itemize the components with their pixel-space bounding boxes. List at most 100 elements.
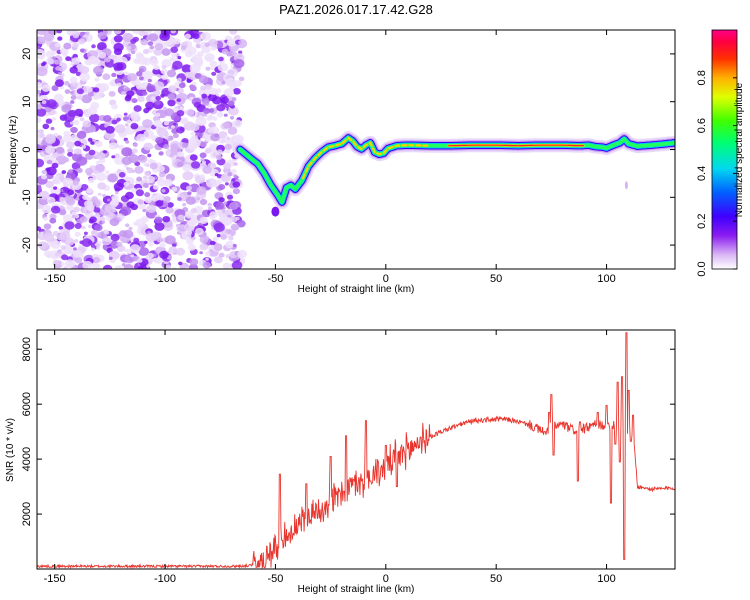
noise-blob xyxy=(71,214,77,219)
noise-blob xyxy=(88,177,95,184)
noise-blob xyxy=(142,119,153,128)
noise-blob xyxy=(138,76,144,81)
noise-blob xyxy=(161,48,171,56)
noise-blob xyxy=(73,239,79,243)
noise-blob xyxy=(209,87,218,95)
noise-blob xyxy=(122,32,134,43)
noise-blob xyxy=(196,197,201,201)
noise-blob xyxy=(94,77,100,82)
x-tick-label: 100 xyxy=(597,273,615,285)
noise-blob xyxy=(45,118,53,124)
noise-blob xyxy=(123,229,134,239)
noise-blob xyxy=(87,91,94,97)
noise-blob xyxy=(116,117,121,122)
noise-blob xyxy=(149,162,158,170)
ridge-dip-blob xyxy=(271,206,280,217)
noise-blob xyxy=(50,126,55,131)
noise-blob xyxy=(186,46,197,56)
noise-blob xyxy=(69,66,78,74)
noise-blob xyxy=(189,63,201,73)
noise-blob xyxy=(120,206,132,216)
x-tick-label: -150 xyxy=(44,273,66,285)
noise-blob xyxy=(53,132,59,137)
noise-blob xyxy=(130,254,135,258)
noise-blob xyxy=(142,49,150,55)
noise-blob xyxy=(53,186,58,190)
noise-blob xyxy=(45,180,54,189)
noise-blob xyxy=(74,257,83,264)
noise-blob xyxy=(177,197,182,201)
noise-blob xyxy=(161,189,166,193)
noise-blob xyxy=(200,157,205,162)
noise-blob xyxy=(154,43,164,51)
noise-blob xyxy=(96,152,106,160)
noise-blob xyxy=(79,48,85,53)
noise-blob xyxy=(146,175,155,184)
noise-blob xyxy=(171,213,176,217)
noise-blob xyxy=(146,204,157,213)
noise-blob xyxy=(37,36,46,45)
noise-blob xyxy=(64,221,75,230)
noise-blob xyxy=(138,247,149,256)
noise-blob xyxy=(76,130,87,139)
noise-blob xyxy=(218,197,225,203)
noise-blob xyxy=(55,79,64,87)
noise-blob xyxy=(220,234,227,240)
noise-blob xyxy=(167,93,175,100)
noise-blob xyxy=(155,137,164,144)
noise-blob xyxy=(67,189,74,196)
noise-blob xyxy=(86,172,92,176)
noise-blob xyxy=(64,80,70,86)
noise-blob xyxy=(152,184,159,190)
noise-blob xyxy=(56,135,63,140)
noise-blob xyxy=(37,226,42,231)
ridge-core-dashed xyxy=(301,136,430,180)
noise-blob xyxy=(225,137,235,146)
noise-blob xyxy=(205,251,211,256)
noise-blob xyxy=(93,65,104,75)
noise-blob xyxy=(59,157,64,162)
noise-blob xyxy=(131,148,138,154)
noise-blob xyxy=(62,188,68,193)
noise-blob xyxy=(37,117,42,123)
noise-blob xyxy=(143,170,151,177)
noise-blob xyxy=(104,204,116,214)
noise-blob xyxy=(146,84,156,92)
noise-blob xyxy=(72,180,79,186)
noise-blob xyxy=(140,136,146,141)
noise-blob xyxy=(132,36,139,42)
noise-blob xyxy=(137,258,143,263)
noise-blob xyxy=(179,106,185,110)
x-tick-label: 50 xyxy=(490,273,502,285)
noise-blob xyxy=(113,62,124,71)
noise-blob xyxy=(37,158,45,168)
noise-blob xyxy=(171,52,177,58)
x-tick-label: -50 xyxy=(267,273,283,285)
noise-blob xyxy=(164,235,176,245)
noise-blob xyxy=(222,121,231,129)
noise-blob xyxy=(173,122,177,126)
noise-blob xyxy=(45,57,55,65)
spectrogram-frame xyxy=(36,29,676,270)
noise-blob xyxy=(64,259,76,269)
noise-blob xyxy=(203,113,208,117)
noise-blob xyxy=(46,207,53,213)
noise-blob xyxy=(126,119,132,124)
noise-blob xyxy=(73,250,82,258)
noise-blob xyxy=(96,246,101,250)
noise-blob xyxy=(111,72,117,78)
noise-blob xyxy=(173,38,181,45)
noise-blob xyxy=(91,196,98,202)
noise-blob xyxy=(58,175,65,181)
noise-blob xyxy=(156,66,160,70)
noise-blob xyxy=(218,136,227,144)
noise-blob xyxy=(229,201,239,210)
noise-blob xyxy=(167,202,174,208)
noise-blob xyxy=(232,119,243,128)
x-tick-label: -150 xyxy=(44,573,66,585)
snr-plot-area xyxy=(37,330,675,569)
noise-blob xyxy=(235,216,240,221)
spectral-ridge xyxy=(233,131,675,217)
x-tick-label: -50 xyxy=(267,573,283,585)
noise-blob xyxy=(125,140,130,144)
